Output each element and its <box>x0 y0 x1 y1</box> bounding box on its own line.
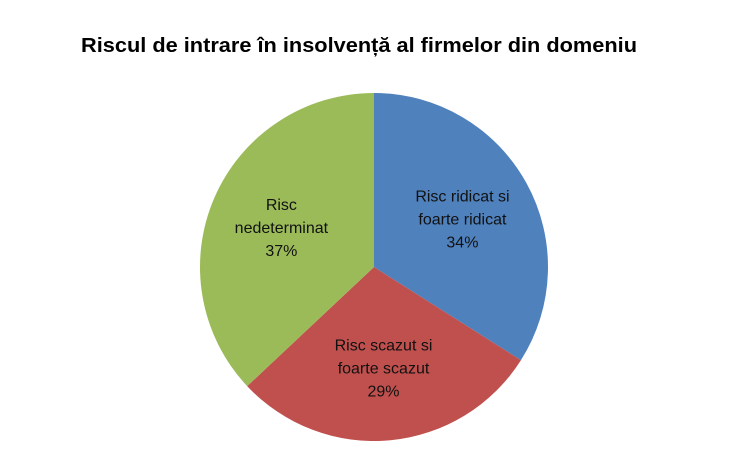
slice-label: Risc nedeterminat 37% <box>235 197 329 260</box>
slice-category-label: nedeterminat <box>235 220 329 237</box>
pie-slice <box>247 267 521 441</box>
slice-label: Risc scazut si foarte scazut 29% <box>335 337 433 400</box>
slice-category-label: Risc scazut si <box>335 337 433 354</box>
slice-value-label: 34% <box>446 234 478 251</box>
slice-category-label: foarte scazut <box>338 360 430 377</box>
slice-category-label: Risc ridicat si <box>415 188 509 205</box>
pie-slice <box>374 93 548 361</box>
pie-slice <box>200 92 374 387</box>
slice-category-label: Risc <box>266 197 297 214</box>
slice-value-label: 37% <box>265 243 297 260</box>
slice-label: Risc ridicat si foarte ridicat 34% <box>415 188 509 251</box>
slice-category-label: foarte ridicat <box>418 211 507 228</box>
chart-title: Riscul de intrare în insolvență al firme… <box>81 35 637 57</box>
slice-value-label: 29% <box>367 383 399 400</box>
